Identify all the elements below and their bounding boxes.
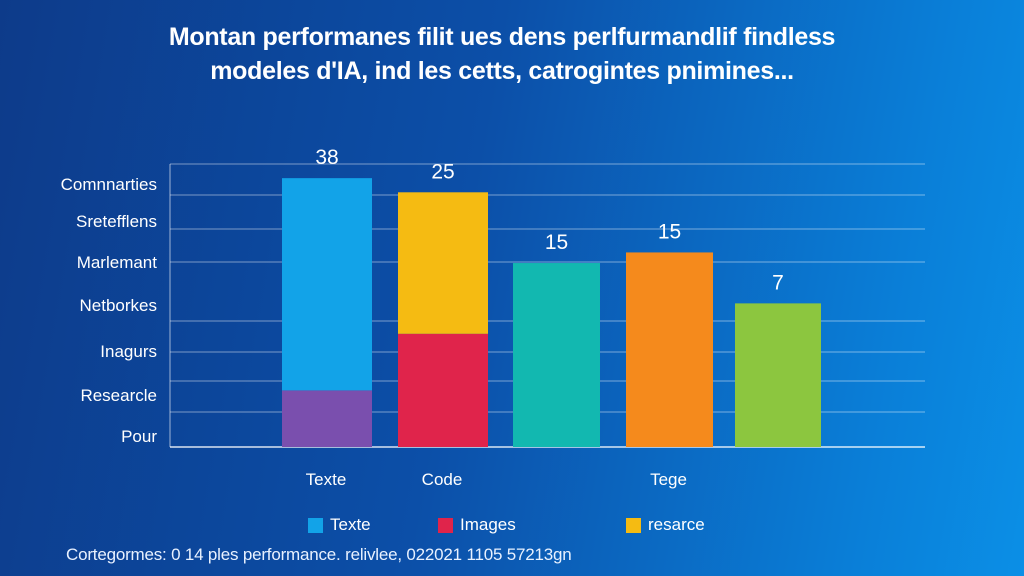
x-tick-label-texte: Texte [306, 470, 347, 489]
legend-label-resarce: resarce [648, 515, 705, 534]
bar-bar3-value-label: 15 [545, 231, 568, 254]
bar-texte-segment-images-purple [282, 390, 372, 447]
legend-swatch-texte [308, 517, 323, 533]
bar-code-segment-images [398, 333, 488, 447]
bar-texte-segment-texte [282, 178, 372, 391]
y-tick-label-3: Netborkes [80, 296, 157, 315]
bar-texte-value-label: 38 [315, 146, 338, 169]
bar-bar5-value-label: 7 [772, 271, 784, 294]
bar-bar5-segment-green [735, 303, 821, 447]
y-tick-label-4: Inagurs [100, 342, 157, 361]
bar-bar3-segment-teal [513, 263, 600, 447]
bar-tege-value-label: 15 [658, 220, 681, 243]
legend-item-images: Images [438, 515, 516, 535]
y-tick-label-0: Comnnarties [61, 175, 157, 194]
chart-caption: Cortegormes: 0 14 ples performance. reli… [66, 545, 572, 564]
y-tick-label-6: Pour [121, 427, 157, 446]
bar-tege-segment-orange [626, 252, 713, 447]
y-tick-label-5: Researcle [80, 386, 157, 405]
legend-label-images: Images [460, 515, 516, 534]
x-tick-label-tege: Tege [650, 470, 687, 489]
legend-swatch-images [438, 517, 453, 533]
y-tick-label-1: Sretefflens [76, 212, 157, 231]
chart-legend: Texte Images resarce [0, 515, 1024, 539]
legend-swatch-resarce [626, 517, 641, 533]
legend-label-texte: Texte [330, 515, 371, 534]
bar-code-segment-resarce [398, 192, 488, 334]
x-tick-label-code: Code [422, 470, 463, 489]
legend-item-texte: Texte [308, 515, 371, 535]
chart-title-line-1: Montan performanes filit ues dens perlfu… [168, 23, 836, 51]
chart-title: Montan performanes filit ues dens perlfu… [0, 20, 1004, 88]
y-tick-label-2: Marlemant [77, 253, 158, 272]
chart-title-line-2: modeles d'IA, ind les cetts, catrogintes… [210, 57, 794, 85]
bar-code-value-label: 25 [431, 160, 454, 183]
legend-item-resarce: resarce [626, 515, 705, 535]
